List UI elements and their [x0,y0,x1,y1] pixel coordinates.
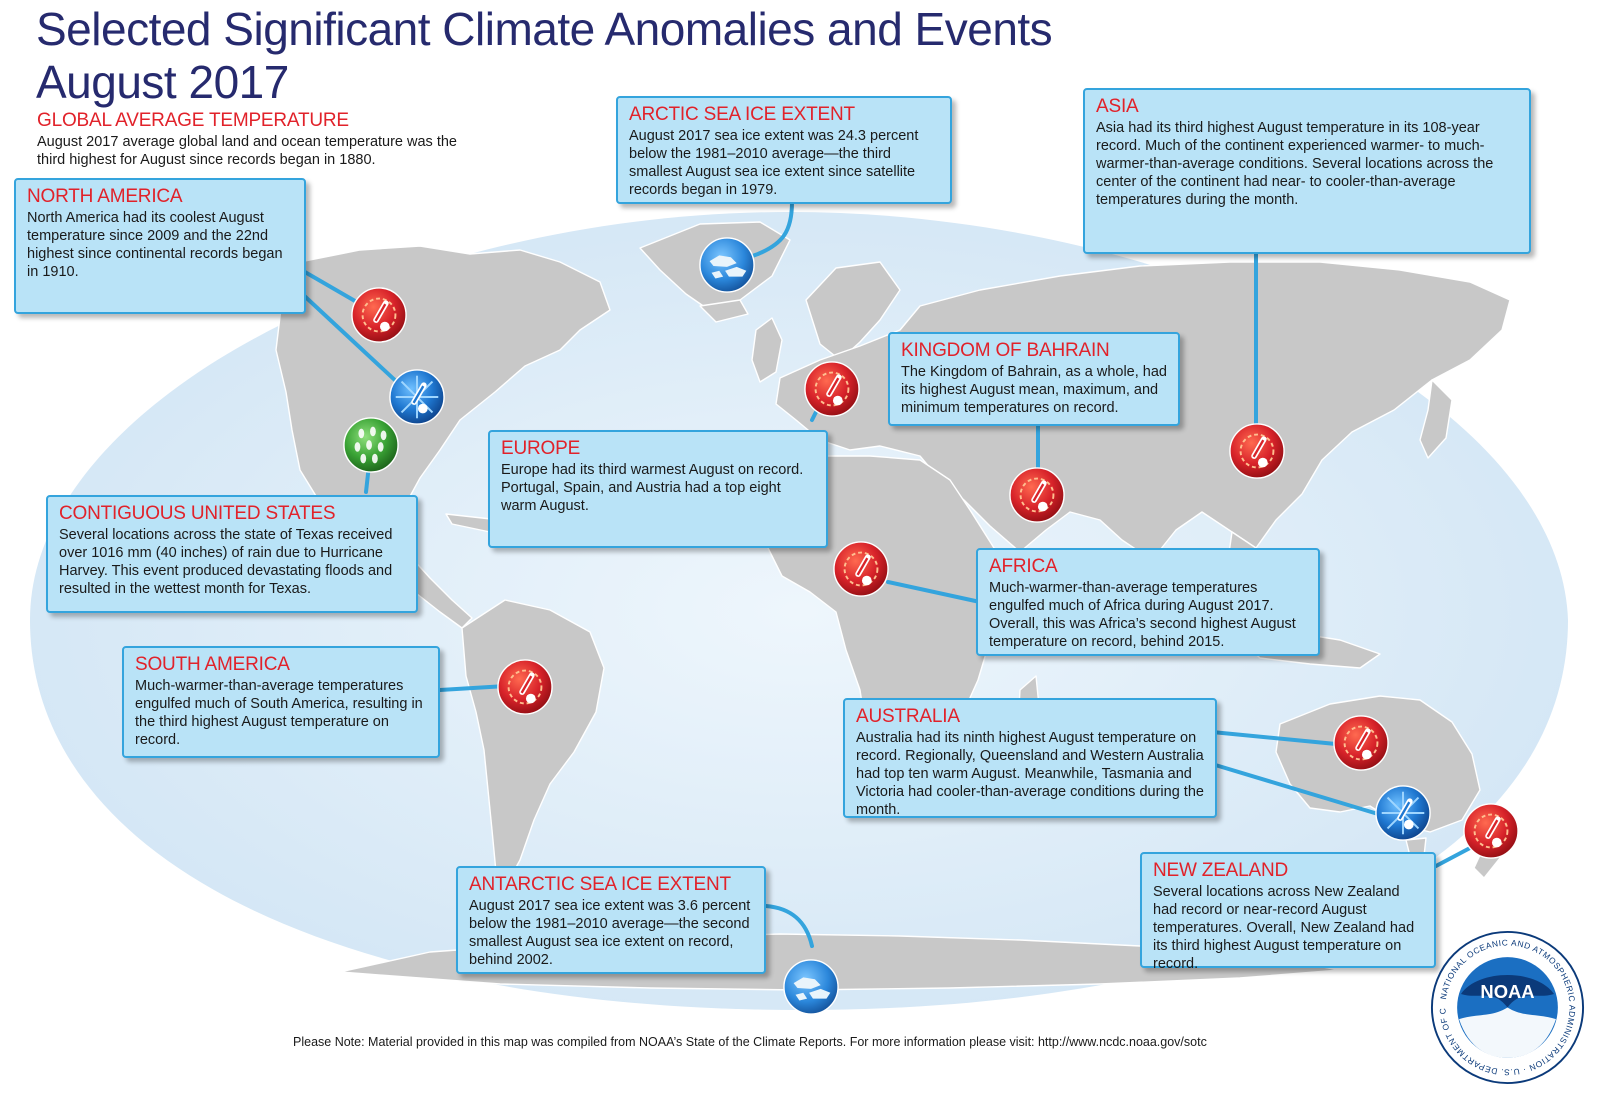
sea-ice-icon [783,959,839,1015]
callout-text: Several locations across New Zealand had… [1153,884,1415,972]
thermometer-sun-icon [833,541,889,597]
callout-heading: AFRICA [989,556,1058,577]
thermometer-sun-icon [1333,715,1389,771]
callout-text: Several locations across the state of Te… [59,527,393,597]
callout-africa: AFRICA Much-warmer-than-average temperat… [976,548,1320,656]
global-temperature-heading: GLOBAL AVERAGE TEMPERATURE [37,110,349,131]
callout-heading: KINGDOM OF BAHRAIN [901,340,1110,361]
scandinavia [805,261,901,361]
callout-heading: CONTIGUOUS UNITED STATES [59,503,336,524]
callout-text: Much-warmer-than-average temperatures en… [989,580,1296,650]
global-temperature-block: GLOBAL AVERAGE TEMPERATURE August 2017 a… [37,110,477,169]
callout-bahrain: KINGDOM OF BAHRAIN The Kingdom of Bahrai… [888,332,1180,426]
thermometer-sun-icon [1463,803,1519,859]
callout-text: Much-warmer-than-average temperatures en… [135,678,423,748]
callout-arctic-sea-ice: ARCTIC SEA ICE EXTENT August 2017 sea ic… [616,96,952,204]
thermometer-sun-icon [804,361,860,417]
callout-text: Australia had its ninth highest August t… [856,730,1204,818]
noaa-logo: NATIONAL OCEANIC AND ATMOSPHERIC ADMINIS… [1430,930,1585,1085]
callout-antarctic-sea-ice: ANTARCTIC SEA ICE EXTENT August 2017 sea… [456,866,766,974]
thermometer-sun-icon [497,659,553,715]
thermometer-snowflake-icon [389,369,445,425]
callout-new-zealand: NEW ZEALAND Several locations across New… [1140,852,1436,972]
callout-heading: AUSTRALIA [856,706,960,727]
callout-text: August 2017 sea ice extent was 3.6 perce… [469,898,751,968]
south-america [461,599,605,883]
callout-text: Europe had its third warmest August on r… [501,462,804,514]
callout-australia: AUSTRALIA Australia had its ninth highes… [843,698,1217,818]
callout-heading: ASIA [1096,96,1139,117]
svg-text:NOAA: NOAA [1480,981,1534,1002]
iceland [699,299,749,323]
title-line-2: August 2017 [36,56,289,108]
callout-text: North America had its coolest August tem… [27,210,283,280]
thermometer-sun-icon [1229,423,1285,479]
callout-heading: SOUTH AMERICA [135,654,290,675]
callout-heading: NORTH AMERICA [27,186,183,207]
callout-heading: EUROPE [501,438,581,459]
callout-text: August 2017 sea ice extent was 24.3 perc… [629,128,919,198]
callout-text: The Kingdom of Bahrain, as a whole, had … [901,364,1167,416]
callout-heading: ARCTIC SEA ICE EXTENT [629,104,855,125]
callout-north-america: NORTH AMERICA North America had its cool… [14,178,306,314]
japan [1419,379,1453,459]
callout-heading: ANTARCTIC SEA ICE EXTENT [469,874,731,895]
callout-contiguous-united-states: CONTIGUOUS UNITED STATES Several locatio… [46,495,418,613]
global-temperature-text: August 2017 average global land and ocea… [37,134,457,168]
footer-note: Please Note: Material provided in this m… [293,1035,1207,1049]
raindrops-icon [343,417,399,473]
sea-ice-icon [699,237,755,293]
callout-asia: ASIA Asia had its third highest August t… [1083,88,1531,254]
title-line-1: Selected Significant Climate Anomalies a… [36,3,1053,55]
callout-south-america: SOUTH AMERICA Much-warmer-than-average t… [122,646,440,758]
callout-heading: NEW ZEALAND [1153,860,1289,881]
british-isles [751,317,783,383]
callout-text: Asia had its third highest August temper… [1096,120,1494,208]
thermometer-sun-icon [1009,467,1065,523]
thermometer-snowflake-icon [1375,785,1431,841]
thermometer-sun-icon [351,287,407,343]
callout-europe: EUROPE Europe had its third warmest Augu… [488,430,828,548]
